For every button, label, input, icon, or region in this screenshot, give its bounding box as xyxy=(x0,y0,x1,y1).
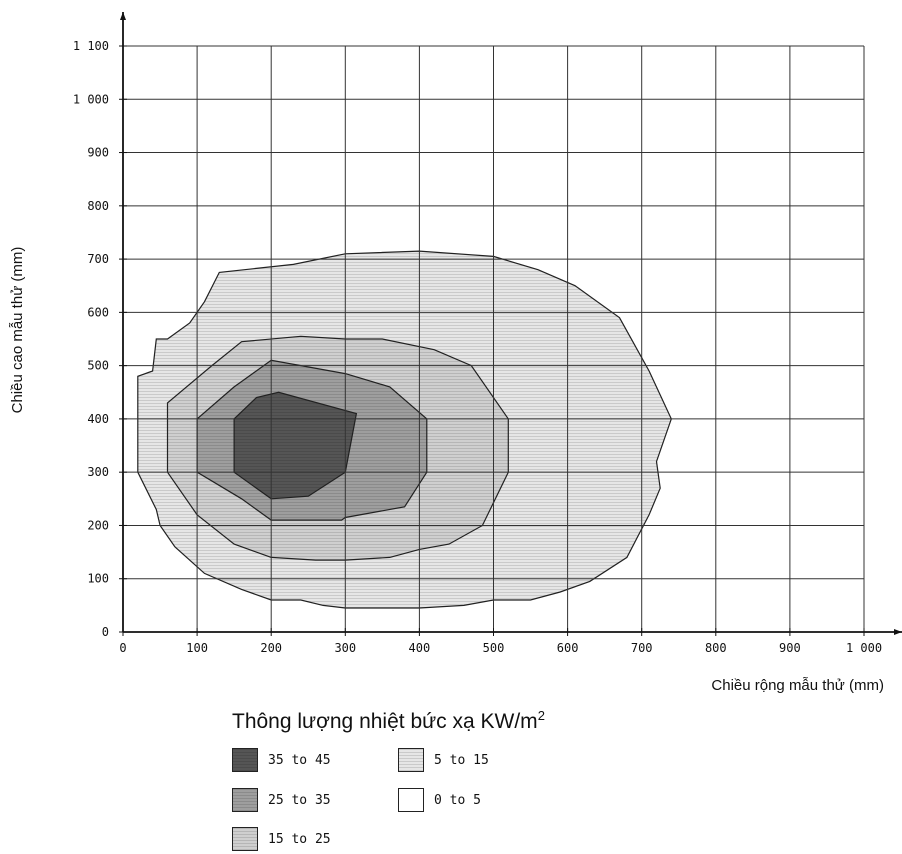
legend-title-superscript: 2 xyxy=(537,708,545,723)
y-tick-label: 600 xyxy=(87,305,109,319)
tick-labels: 0 100 200 300 400 500 600 700 800 900 1 000 0 100 200… xyxy=(73,39,882,655)
y-tick-label: 900 xyxy=(87,146,109,160)
legend-item-15-25: 15 to 25 xyxy=(232,827,331,851)
grid-lines xyxy=(123,45,865,632)
legend-item-0-5: 0 to 5 xyxy=(398,788,481,812)
legend-label-15-25: 15 to 25 xyxy=(268,831,331,847)
legend-swatch-0-5 xyxy=(398,788,424,812)
y-tick-label: 400 xyxy=(87,412,109,426)
contour-regions xyxy=(137,250,672,609)
y-axis-arrow xyxy=(120,12,126,20)
axes xyxy=(120,12,902,635)
legend-label-0-5: 0 to 5 xyxy=(434,792,481,808)
x-tick-label: 700 xyxy=(631,641,653,655)
x-tick-label: 800 xyxy=(705,641,727,655)
legend-item-35-45: 35 to 45 xyxy=(232,748,331,772)
x-tick-label: 0 xyxy=(119,641,126,655)
x-tick-label: 600 xyxy=(557,641,579,655)
legend-swatch-25-35 xyxy=(232,788,258,812)
y-tick-label: 100 xyxy=(87,572,109,586)
y-tick-label: 500 xyxy=(87,359,109,373)
x-tick-label: 900 xyxy=(779,641,801,655)
x-tick-label: 100 xyxy=(186,641,208,655)
legend-item-25-35: 25 to 35 xyxy=(232,788,331,812)
legend-swatch-15-25 xyxy=(232,827,258,851)
legend-title: Thông lượng nhiệt bức xạ KW/m2 xyxy=(232,708,545,734)
x-axis-title: Chiều rộng mẫu thử (mm) xyxy=(711,677,884,694)
y-tick-label: 1 000 xyxy=(73,92,109,106)
y-tick-label: 0 xyxy=(102,625,109,639)
legend-label-5-15: 5 to 15 xyxy=(434,752,489,768)
legend-label-25-35: 25 to 35 xyxy=(268,792,331,808)
y-tick-label: 800 xyxy=(87,199,109,213)
legend-label-35-45: 35 to 45 xyxy=(268,752,331,768)
x-tick-label: 400 xyxy=(409,641,431,655)
x-tick-label: 500 xyxy=(483,641,505,655)
y-tick-label: 200 xyxy=(87,518,109,532)
x-axis-arrow xyxy=(894,629,902,635)
x-tick-label: 300 xyxy=(334,641,356,655)
y-tick-label: 1 100 xyxy=(73,39,109,53)
y-tick-label: 300 xyxy=(87,465,109,479)
y-tick-label: 700 xyxy=(87,252,109,266)
x-tick-label: 200 xyxy=(260,641,282,655)
x-tick-label: 1 000 xyxy=(846,641,882,655)
legend-title-text: Thông lượng nhiệt bức xạ KW/m xyxy=(232,710,538,733)
legend-swatch-5-15 xyxy=(398,748,424,772)
legend-item-5-15: 5 to 15 xyxy=(398,748,489,772)
legend-swatch-35-45 xyxy=(232,748,258,772)
y-axis-title: Chiều cao mẫu thử (mm) xyxy=(9,247,26,414)
